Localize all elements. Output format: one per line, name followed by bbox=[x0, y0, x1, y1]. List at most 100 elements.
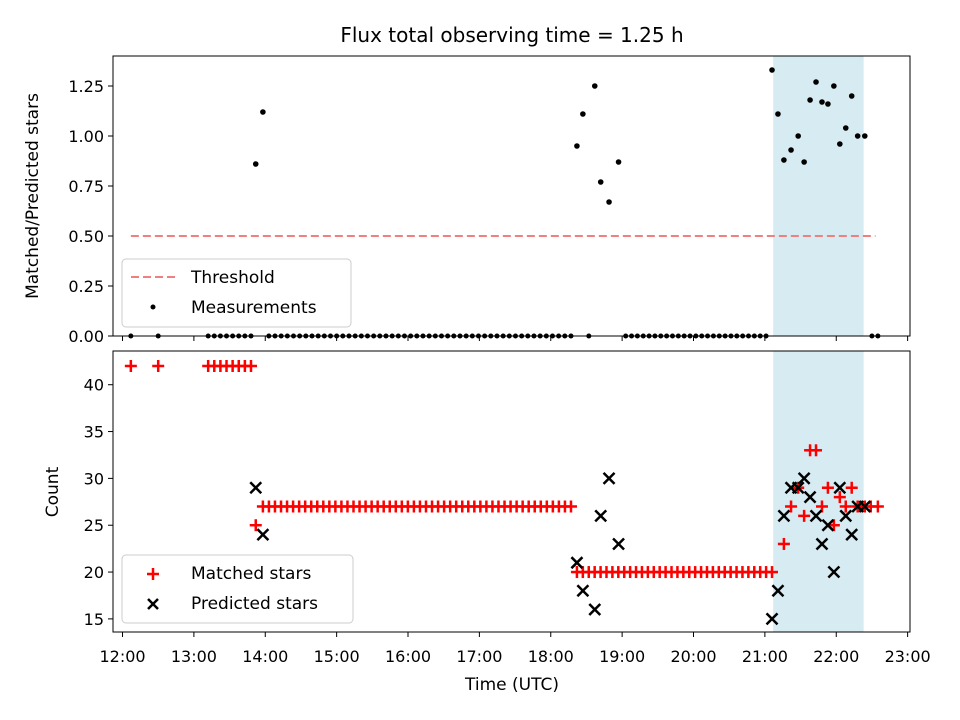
legend-measurements-label: Measurements bbox=[191, 298, 317, 318]
bottom-y-axis-label: Count bbox=[43, 466, 63, 517]
top-legend-box bbox=[121, 258, 352, 328]
matched-star-point bbox=[845, 481, 858, 494]
measurement-point bbox=[260, 109, 266, 115]
predicted-star-point bbox=[827, 565, 841, 579]
chart-title: Flux total observing time = 1.25 h bbox=[340, 23, 683, 47]
predicted-star-point bbox=[612, 537, 625, 551]
predicted-star-point bbox=[777, 509, 791, 523]
predicted-star-point bbox=[815, 537, 829, 551]
top-panel: 0.00 0.25 0.50 0.75 1.00 1.25 Matched/Predict… bbox=[23, 55, 911, 346]
predicted-star-point bbox=[803, 490, 817, 504]
predicted-star-point bbox=[765, 612, 779, 626]
matched-star-point bbox=[810, 444, 823, 457]
top-axes-frame bbox=[112, 55, 911, 337]
measurement-point bbox=[795, 133, 801, 139]
predicted-star-point bbox=[797, 472, 811, 485]
predicted-star-point bbox=[839, 509, 853, 523]
x-tick-label: 14:00 bbox=[242, 647, 288, 666]
x-axis-ticks: 12:00 13:00 14:00 15:00 16:00 17:00 18:00 19:00… bbox=[99, 632, 931, 666]
measurement-point bbox=[597, 179, 604, 185]
predicted-star-point bbox=[576, 584, 590, 598]
top-y-tick-label: 1.25 bbox=[68, 77, 104, 96]
bottom-y-tick-label: 25 bbox=[84, 516, 104, 535]
bottom-legend: Matched stars Predicted stars bbox=[121, 554, 354, 624]
matched-star-point bbox=[871, 500, 884, 513]
x-tick-label: 17:00 bbox=[456, 647, 502, 666]
predicted-star-point bbox=[845, 528, 859, 541]
measurement-point bbox=[591, 83, 598, 89]
top-y-tick-label: 0.25 bbox=[68, 277, 104, 296]
matched-star-point bbox=[244, 359, 257, 372]
top-highlight-span bbox=[773, 56, 864, 336]
matched-star-point bbox=[124, 359, 137, 372]
measurement-point bbox=[606, 199, 612, 205]
x-tick-label: 19:00 bbox=[599, 647, 645, 666]
x-axis-label: Time (UTC) bbox=[464, 675, 559, 695]
matched-star-point bbox=[777, 537, 790, 550]
top-y-axis: 0.00 0.25 0.50 0.75 1.00 1.25 bbox=[68, 77, 113, 346]
legend-threshold-label: Threshold bbox=[190, 268, 275, 288]
matched-star-point bbox=[833, 491, 846, 504]
bottom-y-axis: 15 20 25 30 35 40 bbox=[84, 376, 113, 629]
predicted-star-point bbox=[809, 509, 823, 523]
top-y-axis-label: Matched/Predicted stars bbox=[23, 93, 43, 299]
legend-predicted-label: Predicted stars bbox=[191, 594, 318, 614]
measurement-point bbox=[801, 159, 807, 165]
predicted-star-point bbox=[858, 500, 872, 513]
predicted-star-point bbox=[821, 518, 835, 532]
x-tick-label: 23:00 bbox=[885, 647, 931, 666]
matched-star-point bbox=[766, 566, 779, 579]
measurement-point bbox=[825, 101, 831, 107]
matched-star-point bbox=[152, 359, 165, 372]
measurement-point bbox=[807, 97, 813, 103]
x-tick-label: 15:00 bbox=[314, 647, 360, 666]
bottom-y-tick-label: 15 bbox=[84, 610, 104, 629]
top-legend: Threshold Measurements bbox=[121, 258, 352, 328]
predicted-star-point bbox=[570, 556, 584, 570]
top-y-tick-label: 0.00 bbox=[68, 327, 104, 346]
predicted-star-point bbox=[249, 481, 263, 495]
top-x-ticks bbox=[122, 336, 909, 341]
matched-star-point bbox=[827, 519, 840, 532]
measurement-point bbox=[861, 133, 868, 139]
matched-star-point bbox=[821, 481, 834, 494]
matched-star-point bbox=[798, 509, 811, 522]
measurement-point bbox=[848, 93, 855, 99]
measurement-point bbox=[831, 83, 837, 89]
measurement-point bbox=[819, 99, 825, 105]
measurement-point bbox=[788, 147, 794, 153]
top-y-tick-label: 1.00 bbox=[68, 127, 104, 146]
measurement-point bbox=[781, 157, 787, 163]
measurement-point bbox=[580, 111, 586, 117]
measurement-point bbox=[769, 67, 775, 73]
measurement-point bbox=[842, 125, 849, 131]
matched-star-point bbox=[249, 519, 262, 532]
matched-star-point bbox=[815, 500, 828, 513]
predicted-stars-series bbox=[249, 472, 872, 626]
predicted-star-point bbox=[833, 481, 847, 495]
predicted-star-point bbox=[791, 481, 805, 495]
x-tick-label: 21:00 bbox=[742, 647, 788, 666]
x-tick-label: 20:00 bbox=[670, 647, 716, 666]
legend-measurements-swatch bbox=[150, 304, 156, 310]
bottom-legend-box bbox=[121, 554, 354, 624]
bottom-y-tick-label: 35 bbox=[84, 423, 104, 442]
bottom-axes-frame bbox=[112, 350, 911, 633]
top-y-tick-label: 0.50 bbox=[68, 227, 104, 246]
measurement-point bbox=[813, 79, 819, 85]
measurement-point bbox=[615, 159, 622, 165]
predicted-star-point bbox=[594, 509, 608, 523]
predicted-star-point bbox=[602, 472, 616, 485]
predicted-star-point bbox=[771, 584, 785, 598]
x-tick-label: 16:00 bbox=[385, 647, 431, 666]
measurement-point bbox=[252, 161, 259, 167]
measurement-point bbox=[574, 143, 580, 149]
x-tick-label: 13:00 bbox=[171, 647, 217, 666]
matched-stars-series bbox=[124, 359, 884, 579]
predicted-star-point bbox=[256, 528, 270, 541]
bottom-y-tick-label: 40 bbox=[84, 376, 104, 395]
bottom-panel: 15 20 25 30 35 40 12:00 13:00 14:00 15:00 16:00 17… bbox=[43, 350, 931, 695]
matched-star-point bbox=[839, 500, 852, 513]
bottom-y-tick-label: 20 bbox=[84, 563, 104, 582]
